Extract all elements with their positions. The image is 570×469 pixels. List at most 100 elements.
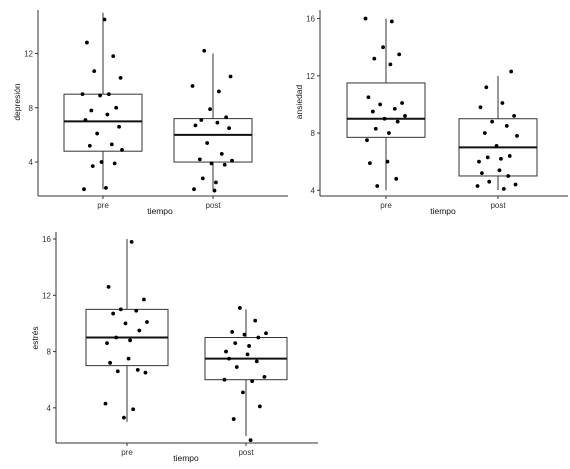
data-point — [490, 119, 495, 124]
data-point — [484, 85, 489, 90]
y-tick-label: 16 — [42, 235, 51, 244]
data-point — [126, 356, 131, 361]
data-point — [397, 52, 402, 57]
x-tick-label: pre — [121, 448, 133, 457]
data-point — [199, 118, 204, 122]
data-point — [227, 126, 231, 131]
data-point — [219, 152, 224, 156]
data-point — [504, 123, 509, 128]
data-point — [366, 95, 371, 100]
data-point — [245, 352, 250, 357]
x-tick-label: post — [490, 201, 506, 210]
data-point — [114, 105, 119, 110]
data-point — [363, 16, 368, 21]
data-point — [190, 84, 195, 88]
data-point — [234, 365, 239, 369]
data-point — [142, 297, 146, 302]
y-tick-label: 4 — [47, 404, 52, 413]
data-point — [494, 144, 499, 148]
data-point — [90, 164, 95, 169]
data-point — [114, 335, 119, 340]
data-point — [257, 404, 262, 409]
y-tick-label: 16 — [306, 15, 315, 24]
data-point — [200, 176, 205, 181]
data-point — [487, 179, 492, 184]
data-point — [477, 159, 481, 164]
data-point — [129, 239, 134, 244]
data-point — [109, 142, 114, 147]
data-point — [117, 124, 121, 129]
data-point — [501, 186, 506, 191]
data-point — [254, 359, 259, 364]
data-point — [382, 116, 387, 121]
data-point — [394, 176, 399, 181]
data-point — [247, 344, 251, 348]
data-point — [365, 138, 369, 143]
data-point — [222, 377, 227, 382]
data-point — [237, 306, 242, 310]
y-tick-label: 4 — [311, 186, 316, 195]
data-point — [202, 48, 207, 53]
panel-ansiedad: ansiedad tiempo 4 8 12 16 pre post — [294, 10, 568, 216]
data-point — [111, 54, 116, 59]
data-point — [212, 188, 217, 193]
data-point — [105, 341, 109, 346]
data-point — [215, 120, 220, 125]
x-axis-label: tiempo — [173, 453, 199, 463]
box-post — [173, 118, 253, 163]
data-point — [497, 168, 502, 173]
data-point — [193, 123, 198, 128]
data-point — [485, 155, 490, 160]
data-point — [111, 311, 116, 316]
data-point — [392, 106, 397, 111]
data-point — [387, 131, 391, 135]
data-point — [372, 56, 377, 61]
y-tick-label: 12 — [42, 291, 51, 300]
data-point — [104, 185, 108, 190]
data-point — [216, 89, 221, 94]
data-point — [123, 321, 128, 326]
y-tick-label: 4 — [29, 158, 34, 167]
data-point — [118, 75, 123, 80]
data-point — [385, 159, 390, 164]
data-point — [368, 161, 372, 165]
panel-depresion: depresión tiempo 4 8 12 pre post — [12, 10, 288, 216]
x-axis-label: tiempo — [147, 206, 173, 216]
data-point — [475, 184, 480, 188]
data-point — [103, 401, 108, 406]
data-point — [400, 101, 404, 105]
data-point — [515, 134, 519, 138]
data-point — [135, 367, 140, 372]
data-point — [98, 93, 102, 98]
data-point — [143, 370, 148, 375]
data-point — [230, 158, 234, 163]
data-point — [99, 160, 104, 164]
data-point — [248, 438, 253, 443]
x-tick-label: pre — [97, 201, 109, 210]
data-point — [253, 318, 258, 323]
data-point — [262, 374, 267, 379]
data-point — [89, 108, 94, 113]
data-point — [233, 341, 238, 346]
data-point — [241, 390, 245, 395]
data-point — [108, 360, 112, 365]
data-point — [214, 180, 218, 185]
data-point — [224, 115, 229, 120]
data-point — [106, 284, 111, 289]
data-point — [122, 415, 126, 420]
y-axis-label: ansiedad — [294, 84, 304, 119]
data-point — [231, 417, 236, 421]
y-tick-label: 8 — [311, 129, 316, 138]
data-point — [102, 17, 107, 22]
data-point — [134, 308, 139, 313]
data-point — [120, 147, 124, 152]
data-point — [381, 45, 385, 50]
data-point — [389, 19, 394, 24]
data-point — [95, 131, 100, 136]
data-point — [137, 328, 142, 333]
data-point — [264, 331, 268, 336]
data-point — [375, 184, 380, 188]
x-tick-label: post — [238, 448, 254, 457]
data-point — [378, 102, 383, 107]
